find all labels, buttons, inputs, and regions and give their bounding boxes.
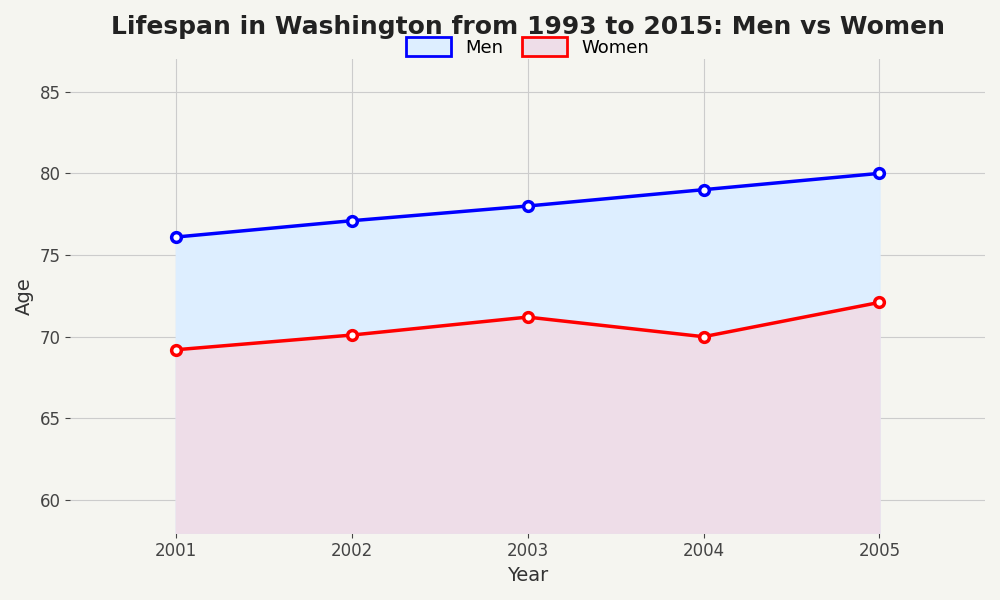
Y-axis label: Age: Age [15, 277, 34, 315]
Title: Lifespan in Washington from 1993 to 2015: Men vs Women: Lifespan in Washington from 1993 to 2015… [111, 15, 945, 39]
X-axis label: Year: Year [507, 566, 548, 585]
Legend: Men, Women: Men, Women [399, 30, 656, 64]
